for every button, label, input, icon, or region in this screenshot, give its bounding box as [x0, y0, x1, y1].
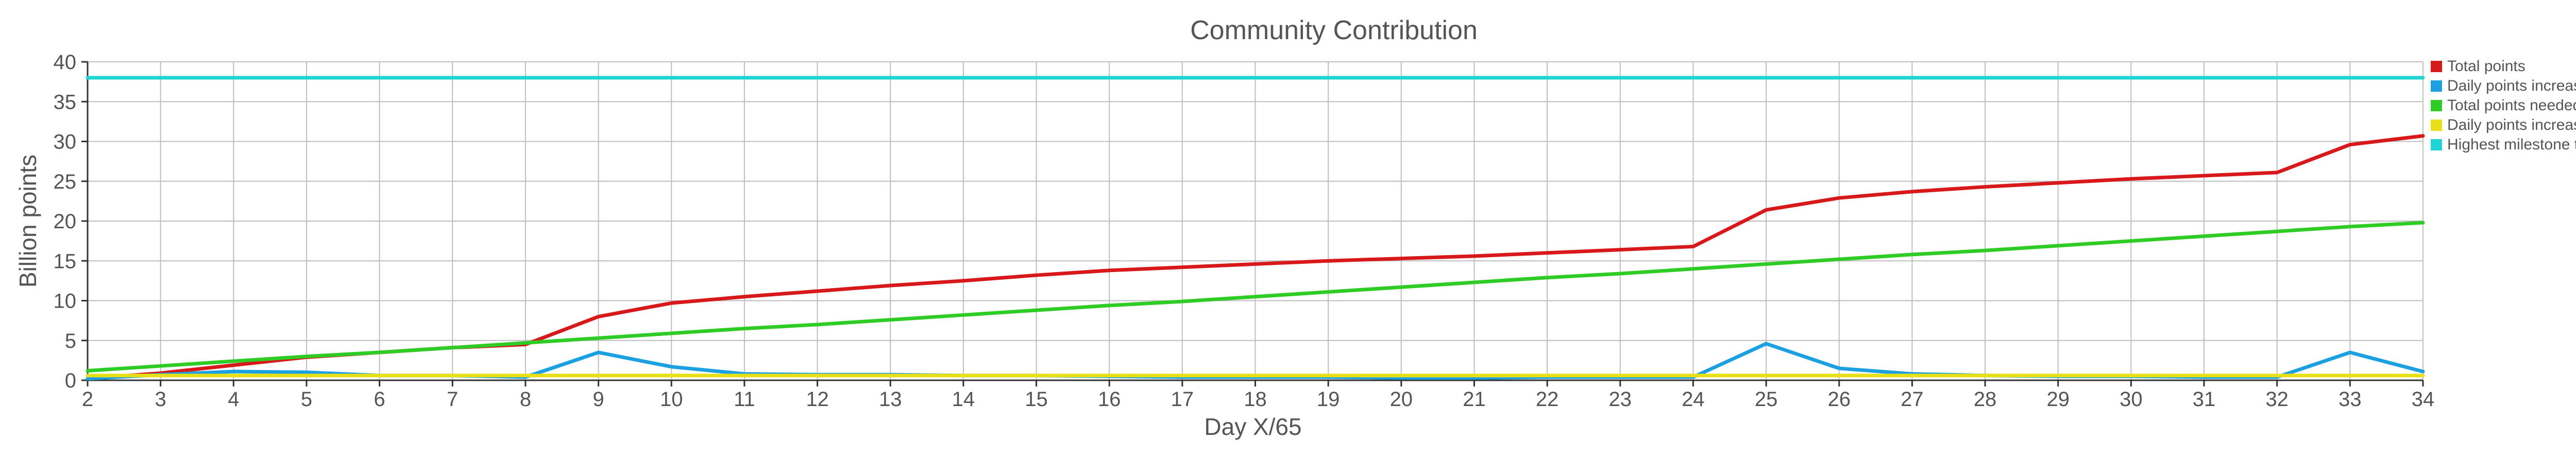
x-tick-label: 5	[301, 388, 312, 411]
x-tick-label: 23	[1609, 388, 1632, 411]
y-tick-label: 5	[65, 330, 76, 352]
series-lines	[86, 76, 2425, 381]
legend-label: Daily points increase needed	[2447, 116, 2576, 133]
x-tick-label: 8	[520, 388, 531, 411]
y-tick-label: 30	[54, 131, 77, 154]
legend: Total points Daily points increase Total p…	[2431, 58, 2576, 153]
x-tick-label: 25	[1755, 388, 1778, 411]
y-tick-label: 25	[54, 171, 77, 193]
legend-swatch	[2431, 80, 2442, 92]
x-tick-label: 19	[1317, 388, 1340, 411]
x-tick-label: 22	[1536, 388, 1559, 411]
x-tick-label: 7	[447, 388, 458, 411]
x-tick-label: 14	[952, 388, 975, 411]
y-tick-label: 40	[54, 51, 77, 74]
x-tick-label: 11	[734, 388, 755, 411]
x-tick-label: 26	[1828, 388, 1851, 411]
x-tick-label: 2	[82, 388, 93, 411]
y-tick-label: 10	[54, 290, 77, 313]
y-tick-label: 15	[54, 250, 77, 273]
x-tick-label: 13	[879, 388, 902, 411]
legend-label: Total points needed to date	[2447, 97, 2576, 114]
x-tick-label: 3	[155, 388, 166, 411]
x-tick-label: 12	[806, 388, 829, 411]
x-tick-label: 20	[1390, 388, 1413, 411]
y-axis-label: Billion points	[14, 155, 41, 288]
x-tick-label: 21	[1463, 388, 1486, 411]
x-tick-label: 30	[2120, 388, 2143, 411]
legend-swatch	[2431, 100, 2442, 111]
x-tick-label: 15	[1025, 388, 1048, 411]
x-tick-label: 16	[1098, 388, 1121, 411]
x-tick-label: 17	[1171, 388, 1194, 411]
x-tick-label: 34	[2412, 388, 2435, 411]
x-tick-label: 29	[2046, 388, 2070, 411]
x-tick-label: 31	[2193, 388, 2216, 411]
y-tick-label: 35	[54, 91, 77, 113]
x-tick-label: 6	[374, 388, 385, 411]
legend-swatch	[2431, 120, 2442, 131]
legend-label: Highest milestone to date	[2447, 136, 2576, 153]
x-tick-label: 18	[1244, 388, 1267, 411]
x-tick-label: 10	[660, 388, 683, 411]
x-axis-label: Day X/65	[1204, 413, 1301, 440]
gridlines	[87, 61, 2424, 381]
series-line-total-points-needed-to-date	[86, 221, 2425, 373]
chart-title: Community Contribution	[1190, 15, 1478, 45]
y-tick-label: 20	[54, 210, 77, 233]
legend-label: Total points	[2447, 58, 2526, 75]
x-tick-label: 4	[228, 388, 239, 411]
legend-swatch	[2431, 61, 2442, 72]
x-tick-label: 28	[1974, 388, 1997, 411]
y-tick-label: 0	[65, 369, 76, 392]
x-tick-label: 27	[1901, 388, 1924, 411]
x-tick-label: 9	[592, 388, 604, 411]
x-tick-label: 33	[2338, 388, 2362, 411]
y-axis-ticks: 0 5 10 15 20 25 30 35 40	[54, 51, 88, 392]
legend-label: Daily points increase	[2447, 77, 2576, 94]
x-tick-label: 24	[1682, 388, 1705, 411]
x-axis-ticks: 2 3 4 5 6 7 8 9 10 11 12 13 14 15 16 17 18 19 20 21 22 23 24 25…	[82, 380, 2434, 411]
x-tick-label: 32	[2265, 388, 2289, 411]
legend-swatch	[2431, 139, 2442, 150]
